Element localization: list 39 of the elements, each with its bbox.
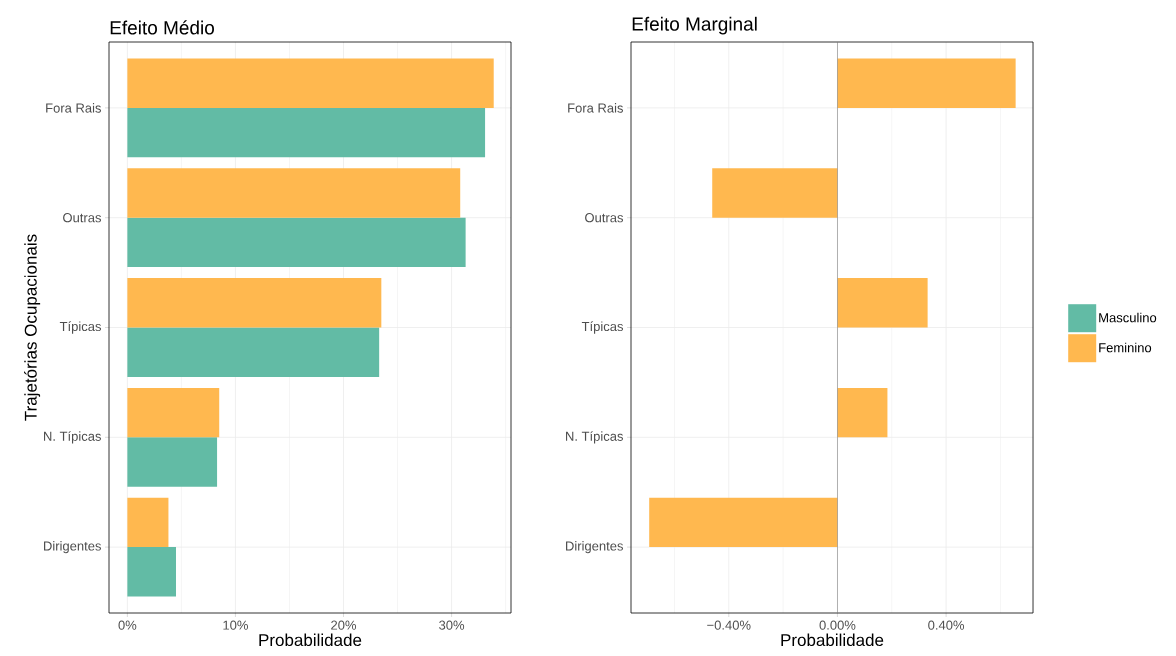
bar <box>837 58 1016 108</box>
bar <box>649 497 838 548</box>
legend-label: Feminino <box>1099 342 1152 353</box>
y-tick-label: Outras <box>63 213 102 223</box>
y-tick-label: Fora Rais <box>46 103 101 113</box>
x-tick-label: 30% <box>439 620 465 630</box>
bar <box>127 168 461 218</box>
y-tick-label: Outras <box>585 213 624 223</box>
x-axis-title: Probabilidade <box>781 633 884 647</box>
x-tick-label: 0.40% <box>928 620 965 630</box>
bar <box>712 168 838 218</box>
bar <box>127 217 466 268</box>
bar <box>127 278 382 328</box>
bar <box>837 387 888 438</box>
bar <box>127 327 380 377</box>
y-tick-label: Dirigentes <box>566 541 624 554</box>
bar <box>127 107 486 158</box>
bar <box>837 278 928 328</box>
x-tick-label: 20% <box>331 620 357 630</box>
y-axis-title: Trajetórias Ocupacionais <box>24 234 41 421</box>
bar <box>127 437 218 487</box>
y-tick-label: Típicas <box>59 321 102 334</box>
bar <box>127 387 220 438</box>
x-tick-label: 10% <box>223 620 248 630</box>
x-tick-label: 0.00% <box>819 620 856 630</box>
bar <box>127 547 176 597</box>
legend-label: Masculino <box>1099 312 1157 323</box>
bar <box>127 58 494 108</box>
y-tick-label: N. Típicas <box>566 431 624 444</box>
x-axis-title: Probabilidade <box>259 633 362 647</box>
x-tick-label: 0% <box>118 620 137 630</box>
y-tick-label: Dirigentes <box>44 541 101 554</box>
y-tick-label: N. Típicas <box>44 431 101 444</box>
x-tick-label: −0.40% <box>707 620 751 630</box>
chart-title: Efeito Médio <box>110 20 214 35</box>
bar <box>127 497 169 548</box>
y-tick-label: Fora Rais <box>568 103 623 113</box>
y-tick-label: Típicas <box>581 321 624 334</box>
chart-title: Efeito Marginal <box>632 16 757 35</box>
